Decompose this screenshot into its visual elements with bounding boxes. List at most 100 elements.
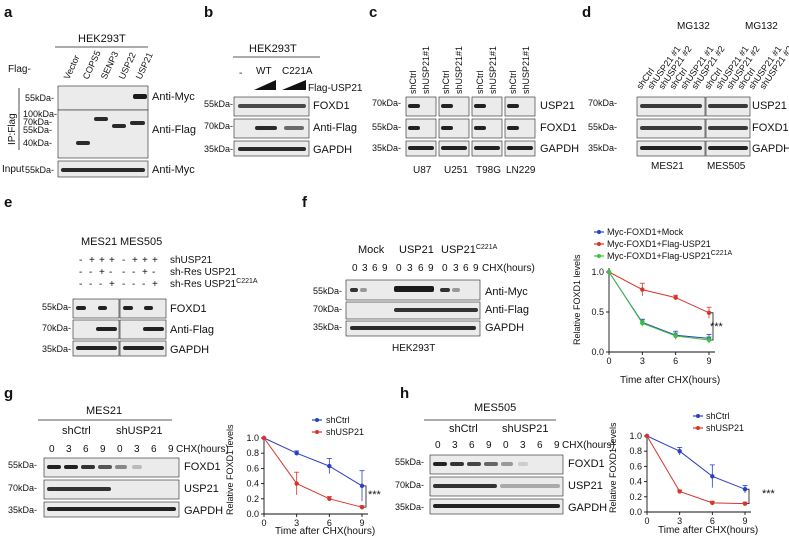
svg-text:3: 3 <box>452 440 458 451</box>
chart-f-xtick-label-2: 6 <box>673 356 678 366</box>
panel-a-cell: HEK293T <box>78 33 126 45</box>
chart-h-ytick-label-0: 0.0 <box>629 507 642 517</box>
panel-c-blots <box>405 96 536 157</box>
chart-h-xlabel: Time after CHX(hours) <box>658 525 758 536</box>
chart-f-series-2-line <box>608 271 710 341</box>
panel-c-lane-6: shUSP21#1 <box>488 46 498 94</box>
chart-h-series-1-point-3 <box>742 501 748 506</box>
chart-h-xtick-label-0: 0 <box>644 516 649 526</box>
chart-g: shCtrl shUSP21 Relative FOXD1 levels Tim… <box>225 415 382 537</box>
chart-g-xtick-label-2: 6 <box>327 518 332 528</box>
chart-g-series-0-point-1 <box>294 451 299 456</box>
panel-b-cell: HEK293T <box>249 43 297 55</box>
chart-f-series-0-line <box>608 271 710 339</box>
panel-d-row-2: FOXD1 <box>752 122 789 134</box>
chart-h-ytick-label-5: 1.0 <box>629 431 642 441</box>
svg-text:-: - <box>132 279 135 290</box>
chart-h-series-0-line <box>646 435 746 490</box>
panel-a-row-3: Anti-Myc <box>152 164 195 176</box>
chart-f-legend-marker-3 <box>597 254 601 258</box>
panel-a-band-senp3 <box>94 117 108 121</box>
svg-text:0: 0 <box>396 263 402 274</box>
panel-c-lane-4: shUSP21#1 <box>454 46 464 94</box>
chart-f-ytick-label-1: 0.5 <box>591 307 604 317</box>
panel-e-treatment-grid: - + + + - + + + - - + - - - + - - - - + - - - + <box>79 255 158 290</box>
svg-text:-: - <box>99 279 102 290</box>
panel-c-marker-1: 70kDa- <box>372 98 401 108</box>
panel-a-flag-label: Flag- <box>8 64 31 75</box>
panel-b-wedge-mut <box>282 80 306 90</box>
panel-g-cell: MES21 <box>86 405 122 417</box>
chart-f-series-2-point-1 <box>640 321 645 326</box>
svg-text:9: 9 <box>168 444 174 455</box>
svg-text:-: - <box>89 279 92 290</box>
panel-a-input-label: Input <box>2 164 24 175</box>
panel-b-band-flag-mut <box>284 126 304 130</box>
chart-g-significance: *** <box>368 489 382 501</box>
panel-g-group-1: shCtrl <box>62 425 91 437</box>
chart-f-sig-bracket <box>711 312 714 341</box>
chart-h-series-0-point-2 <box>710 474 715 479</box>
chart-g-ytick-label-3: 0.6 <box>246 463 259 473</box>
chart-h-ylabel: Relative FOXD1 levels <box>608 422 618 513</box>
panel-d-row-1: USP21 <box>752 100 787 112</box>
svg-text:6: 6 <box>463 263 469 274</box>
chart-h-ytick-label-3: 0.6 <box>629 461 642 471</box>
panel-b-band-foxd1 <box>238 104 306 108</box>
panel-a-marker-6: 55kDa- <box>25 165 54 175</box>
chart-f: Myc-FOXD1+Mock Myc-FOXD1+Flag-USP21 Myc-… <box>572 227 733 386</box>
panel-f-marker-3: 35kDa- <box>313 322 342 332</box>
panel-f-blots <box>345 279 481 337</box>
panel-g-row-2: USP21 <box>184 483 219 495</box>
panel-a-row-1: Anti-Myc <box>152 91 195 103</box>
panel-a-lane-1: Vector <box>62 53 82 80</box>
panel-d-cell-2: MES505 <box>707 161 746 172</box>
svg-text:3: 3 <box>407 263 413 274</box>
svg-text:3: 3 <box>520 440 526 451</box>
panel-c-cell-2: U251 <box>444 165 468 176</box>
chart-h-series-0-point-1 <box>677 449 682 454</box>
svg-text:+: + <box>99 267 105 278</box>
svg-text:0: 0 <box>352 263 358 274</box>
chart-h-plot: 0 3 6 9 0.0 0.2 0.4 0.6 0.8 1.0 <box>629 431 750 526</box>
chart-g-xlabel: Time after CHX(hours) <box>275 526 375 537</box>
chart-f-series-2-point-2 <box>673 333 678 339</box>
panel-b-letter: b <box>204 4 213 21</box>
chart-g-plot: 0 3 6 9 0.0 0.2 0.4 0.6 0.8 1.0 <box>246 433 367 528</box>
panel-g-marker-1: 55kDa- <box>8 460 37 470</box>
panel-h-marker-1: 55kDa- <box>395 457 424 467</box>
panel-g-time-label: CHX(hours) <box>176 444 229 455</box>
svg-text:-: - <box>152 267 155 278</box>
panel-d-cell-1: MES21 <box>651 161 684 172</box>
chart-h-xtick-label-3: 9 <box>742 516 747 526</box>
svg-text:-: - <box>122 267 125 278</box>
svg-text:-: - <box>122 255 125 266</box>
panel-b: b HEK293T - WT C221A Flag-USP21 55kDa- 7… <box>204 4 363 157</box>
panel-a-band-myc <box>133 94 147 99</box>
svg-text:+: + <box>89 255 95 266</box>
chart-h-significance: *** <box>762 488 776 500</box>
panel-c-letter: c <box>369 4 377 21</box>
panel-c-lane-7: shCtrl <box>508 70 518 94</box>
panel-a-marker-3: 70kDa- <box>23 117 52 127</box>
chart-g-series-1-line <box>263 437 363 508</box>
panel-b-band-flag-wt <box>255 126 277 130</box>
chart-f-significance: *** <box>710 321 724 333</box>
chart-h-legend-marker-1 <box>696 414 700 418</box>
panel-b-row-3: GAPDH <box>313 144 352 156</box>
chart-g-series-1-point-1 <box>294 481 299 486</box>
panel-e-treat-label-2: sh-Res USP21 <box>170 267 237 278</box>
chart-g-ytick-label-1: 0.2 <box>246 494 259 504</box>
svg-text:6: 6 <box>537 440 543 451</box>
svg-text:9: 9 <box>382 263 388 274</box>
chart-g-legend-1: shCtrl <box>326 415 350 425</box>
panel-f-time-label: CHX(hours) <box>482 263 535 274</box>
svg-text:3: 3 <box>453 263 459 274</box>
svg-text:6: 6 <box>372 263 378 274</box>
panel-h-marker-3: 35kDa- <box>395 502 424 512</box>
panel-g-marker-2: 70kDa- <box>8 483 37 493</box>
panel-c-marker-3: 35kDa- <box>372 143 401 153</box>
chart-h-legend: shCtrl shUSP21 <box>693 411 744 433</box>
